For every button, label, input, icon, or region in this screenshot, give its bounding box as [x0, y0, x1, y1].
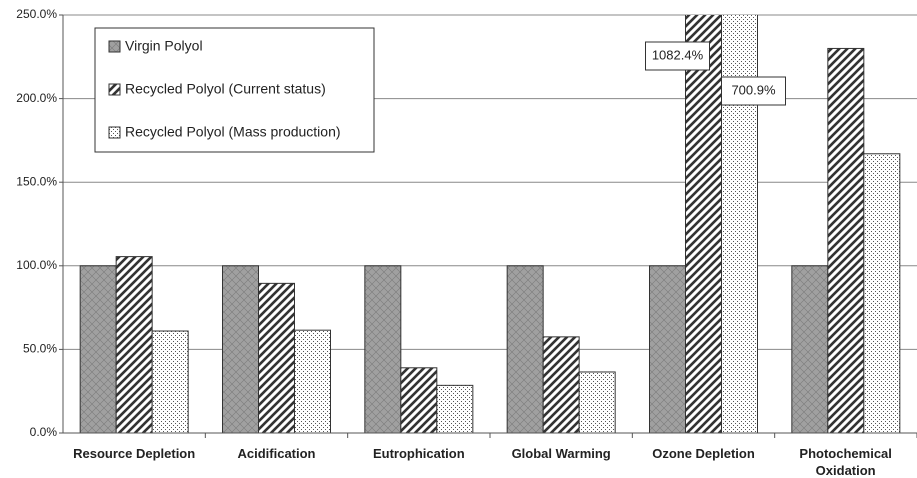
x-tick-label: Acidification	[237, 446, 316, 461]
y-tick-label: 50.0%	[23, 342, 57, 356]
bar	[721, 15, 758, 433]
bar	[578, 371, 616, 433]
x-tick-label: Global Warming	[511, 446, 611, 461]
y-tick-label: 200.0%	[16, 91, 57, 105]
x-tick-label: Ozone Depletion	[652, 446, 755, 461]
y-tick-label: 0.0%	[30, 425, 58, 439]
bar	[222, 265, 259, 433]
legend-swatch	[108, 126, 121, 139]
legend-swatch	[108, 83, 121, 96]
value-label-box	[645, 41, 710, 71]
value-label-box	[721, 76, 786, 106]
bar	[294, 329, 331, 433]
legend-label: Recycled Polyol (Current status)	[125, 81, 326, 97]
bar	[115, 256, 153, 433]
bar	[863, 153, 901, 433]
bar	[649, 265, 686, 433]
bar	[791, 265, 829, 433]
bar	[258, 282, 295, 433]
bar	[79, 265, 117, 433]
bar	[364, 265, 402, 433]
y-tick-label: 150.0%	[16, 174, 57, 188]
x-tick-label: Resource Depletion	[73, 446, 196, 461]
bars	[79, 15, 901, 433]
bar	[827, 47, 865, 433]
bar	[151, 330, 189, 433]
x-tick-label: Photochemical Oxidation	[799, 446, 892, 478]
legend-label: Recycled Polyol (Mass production)	[125, 124, 341, 140]
bar	[506, 265, 544, 433]
bar	[685, 15, 722, 433]
legend-label: Virgin Polyol	[125, 38, 203, 54]
y-tick-label: 100.0%	[16, 258, 57, 272]
x-tick-label: Eutrophication	[372, 446, 465, 461]
bar	[400, 367, 438, 433]
bar	[436, 384, 474, 433]
legend-swatch	[108, 40, 121, 53]
value-label: 700.9%	[731, 82, 776, 97]
value-label: 1082.4%	[652, 47, 704, 62]
legend-box	[94, 27, 375, 153]
bar	[542, 336, 580, 433]
y-tick-label: 250.0%	[16, 7, 57, 21]
